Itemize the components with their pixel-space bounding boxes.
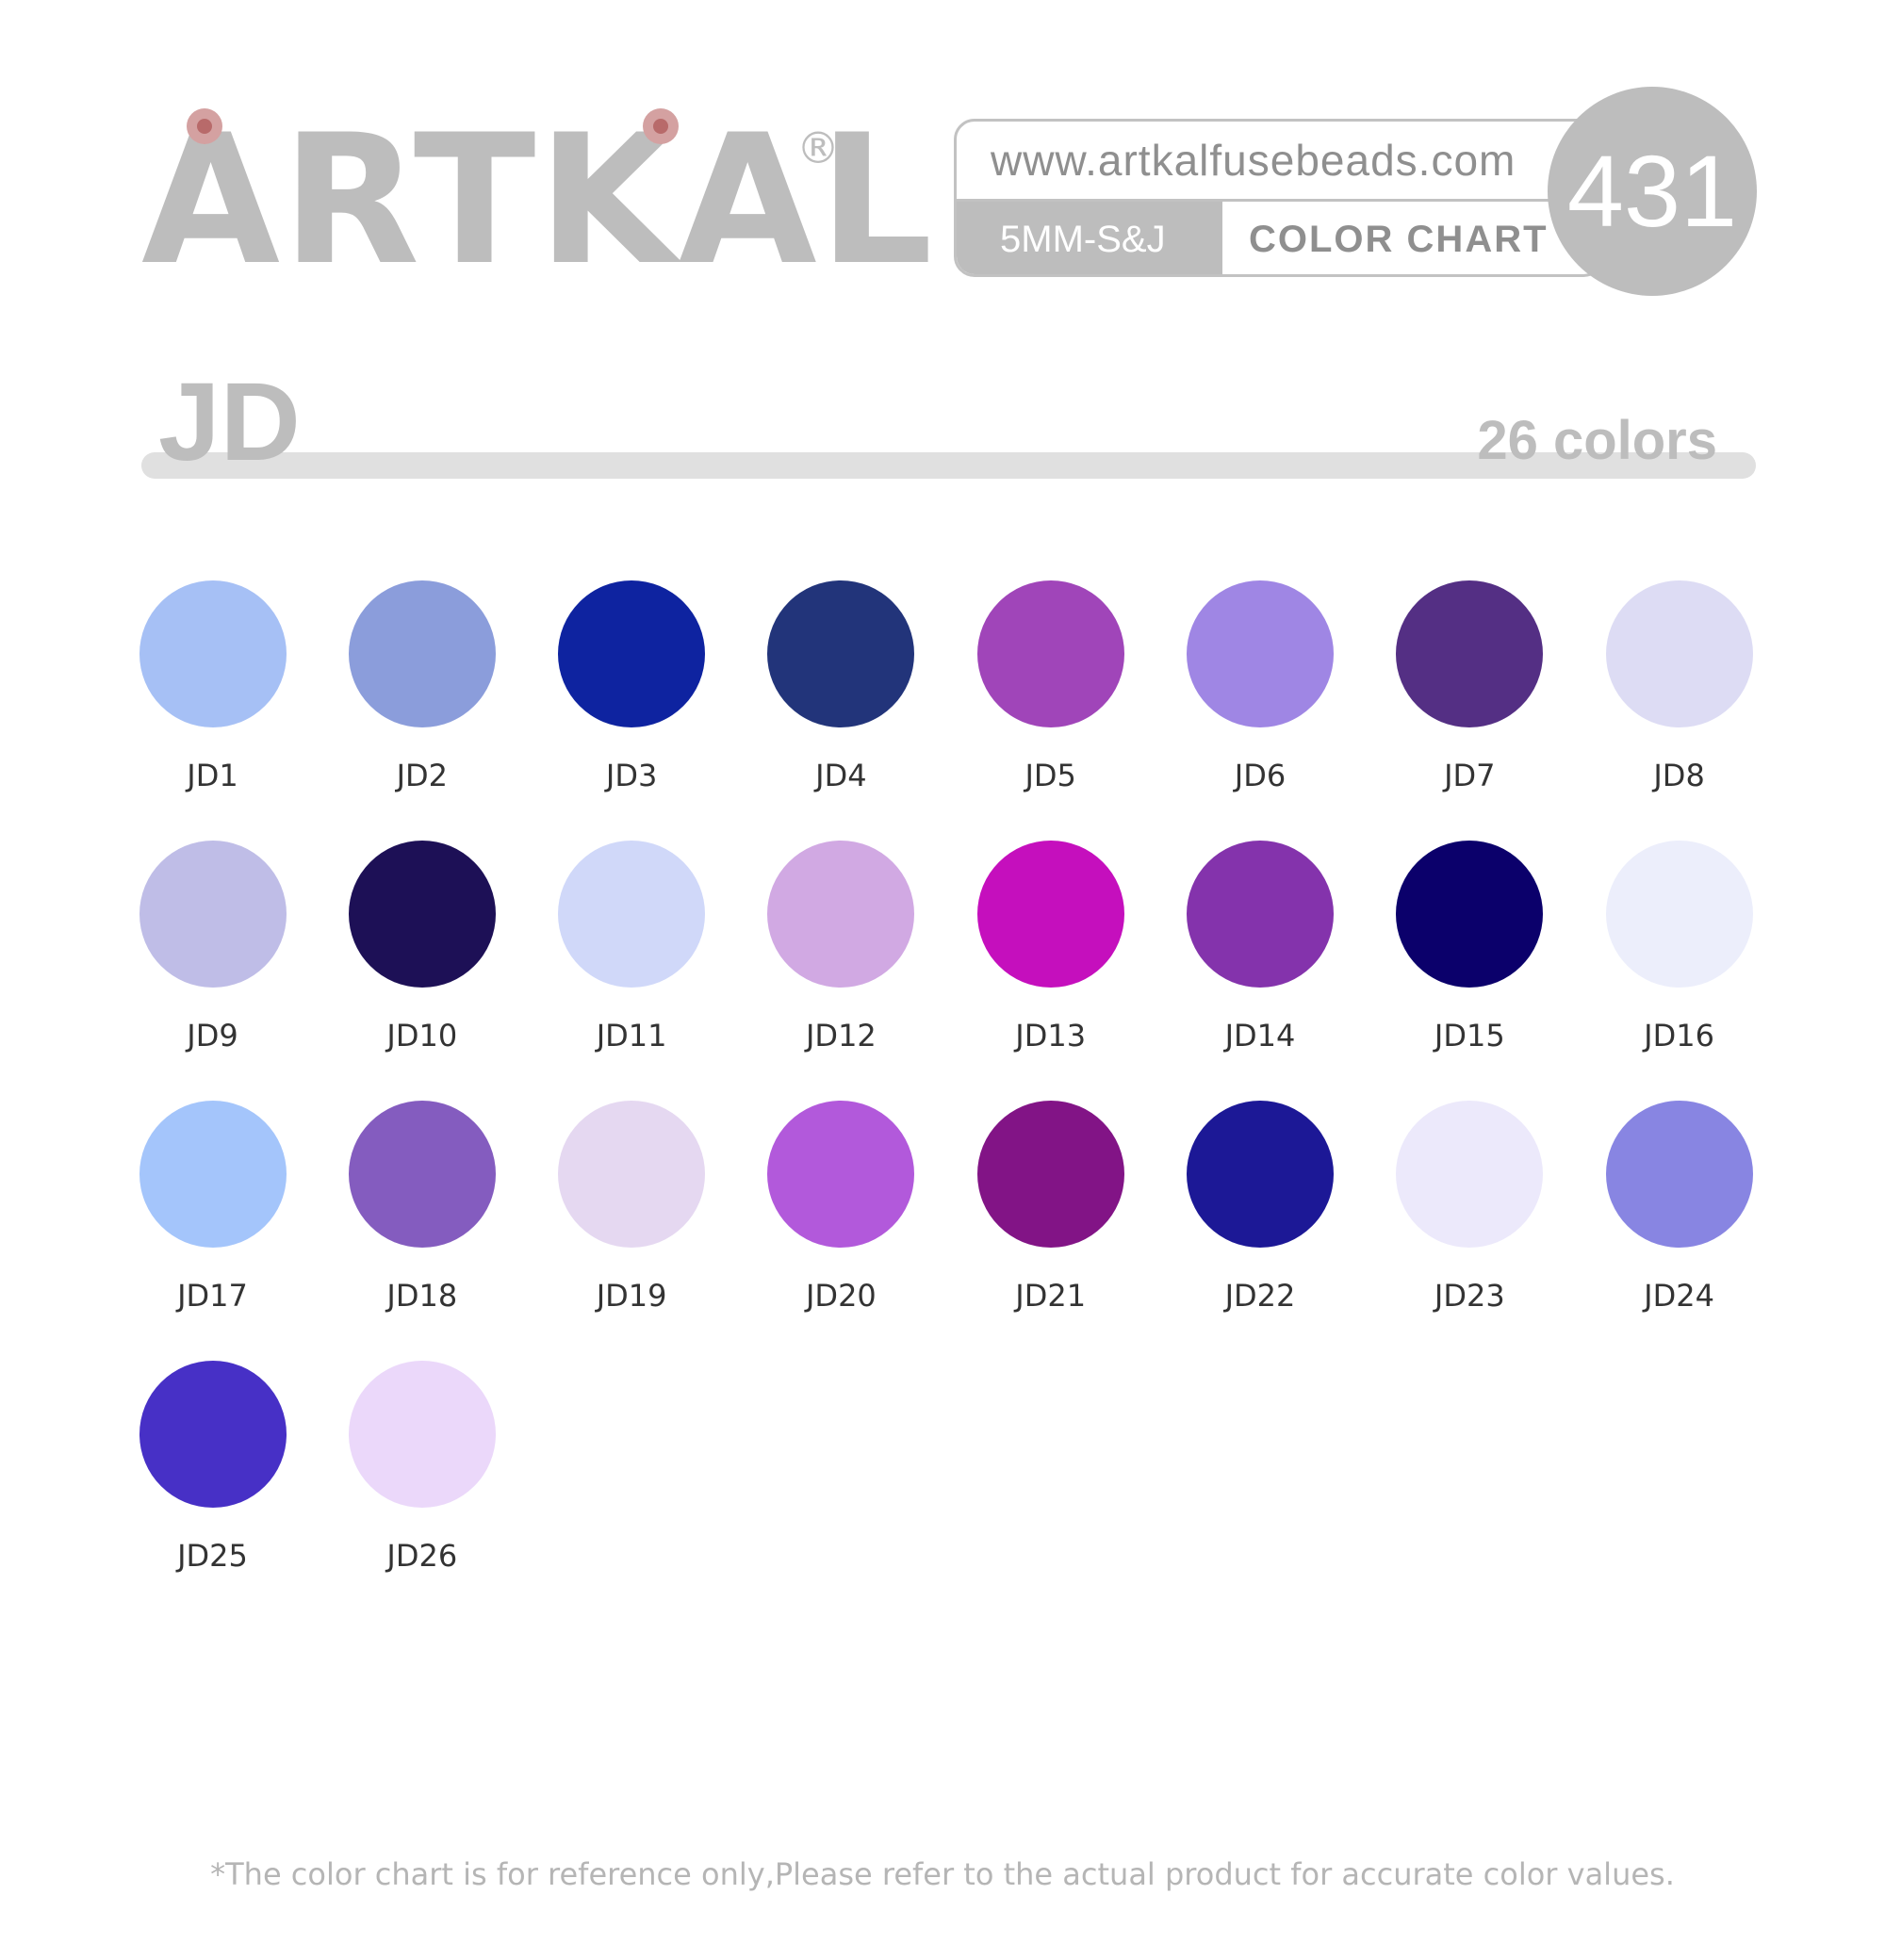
- color-swatch-circle: [767, 580, 915, 727]
- color-swatch: JD17: [139, 1101, 287, 1314]
- color-swatch: JD12: [767, 841, 915, 1054]
- color-swatch: JD11: [558, 841, 706, 1054]
- color-code-label: JD16: [1644, 1018, 1714, 1054]
- color-swatch-circle: [1396, 1101, 1544, 1248]
- color-code-label: JD25: [177, 1538, 248, 1574]
- color-code-label: JD15: [1434, 1018, 1505, 1054]
- color-swatch-circle: [1396, 841, 1544, 988]
- logo-dot-icon: [187, 108, 222, 144]
- color-swatch: JD26: [348, 1361, 496, 1574]
- color-swatch-circle: [348, 1361, 496, 1508]
- color-swatch-circle: [1605, 841, 1753, 988]
- registered-mark: ®: [796, 122, 840, 173]
- series-title: JD: [158, 360, 301, 484]
- series-color-count: 26 colors: [1477, 410, 1717, 471]
- color-swatch-circle: [1605, 580, 1753, 727]
- color-swatch: JD7: [1396, 580, 1544, 793]
- color-swatch-circle: [1605, 1101, 1753, 1248]
- logo-dot-icon: [643, 108, 679, 144]
- color-swatch: JD4: [767, 580, 915, 793]
- bead-size-label: 5MM-S&J: [957, 202, 1222, 274]
- color-code-label: JD4: [815, 758, 867, 793]
- color-swatch: JD6: [1186, 580, 1334, 793]
- color-code-label: JD24: [1644, 1278, 1714, 1314]
- color-swatch: JD3: [558, 580, 706, 793]
- color-swatch: JD25: [139, 1361, 287, 1574]
- color-swatch: JD14: [1186, 841, 1334, 1054]
- color-code-label: JD22: [1224, 1278, 1296, 1314]
- color-code-label: JD19: [596, 1278, 667, 1314]
- color-code-label: JD14: [1224, 1018, 1296, 1054]
- header-divider: [957, 199, 1601, 202]
- color-swatch: JD24: [1605, 1101, 1753, 1314]
- color-swatch-circle: [767, 1101, 915, 1248]
- color-swatch: JD23: [1396, 1101, 1544, 1314]
- color-swatch: JD1: [139, 580, 287, 793]
- color-swatch: JD13: [976, 841, 1124, 1054]
- color-swatch-circle: [558, 1101, 706, 1248]
- color-code-label: JD7: [1444, 758, 1496, 793]
- color-code-label: JD11: [596, 1018, 667, 1054]
- color-swatch-circle: [976, 580, 1124, 727]
- color-swatch-circle: [1396, 580, 1544, 727]
- color-swatch: JD2: [348, 580, 496, 793]
- color-code-label: JD13: [1015, 1018, 1087, 1054]
- color-code-label: JD3: [605, 758, 658, 793]
- color-code-label: JD8: [1653, 758, 1705, 793]
- total-color-count: 431: [1548, 87, 1757, 296]
- artkal-logo: ARTKAL ®: [141, 104, 933, 290]
- color-swatch: JD18: [348, 1101, 496, 1314]
- color-code-label: JD23: [1434, 1278, 1505, 1314]
- color-swatch-circle: [139, 841, 287, 988]
- color-swatch-circle: [139, 1101, 287, 1248]
- color-swatch: JD9: [139, 841, 287, 1054]
- color-swatch: JD22: [1186, 1101, 1334, 1314]
- color-swatch: JD15: [1396, 841, 1544, 1054]
- color-code-label: JD5: [1024, 758, 1076, 793]
- color-swatch-circle: [976, 841, 1124, 988]
- color-swatch-circle: [1186, 580, 1334, 727]
- header-info-box: www.artkalfusebeads.com 5MM-S&J COLOR CH…: [954, 119, 1604, 277]
- color-swatch: JD5: [976, 580, 1124, 793]
- website-url: www.artkalfusebeads.com: [991, 136, 1516, 185]
- color-code-label: JD10: [386, 1018, 458, 1054]
- color-code-label: JD17: [177, 1278, 248, 1314]
- disclaimer-text: *The color chart is for reference only,P…: [210, 1856, 1675, 1892]
- color-swatch-circle: [348, 841, 496, 988]
- color-swatch: JD8: [1605, 580, 1753, 793]
- color-swatch: JD20: [767, 1101, 915, 1314]
- color-swatch: JD21: [976, 1101, 1124, 1314]
- color-swatch-circle: [348, 580, 496, 727]
- color-code-label: JD1: [187, 758, 238, 793]
- color-chart-label: COLOR CHART: [1249, 219, 1549, 260]
- color-swatch-circle: [1186, 1101, 1334, 1248]
- color-swatch-circle: [139, 580, 287, 727]
- color-code-label: JD12: [805, 1018, 877, 1054]
- color-code-label: JD6: [1234, 758, 1287, 793]
- color-swatch-circle: [1186, 841, 1334, 988]
- color-swatch-circle: [348, 1101, 496, 1248]
- color-code-label: JD9: [187, 1018, 238, 1054]
- color-swatch-circle: [139, 1361, 287, 1508]
- color-code-label: JD26: [386, 1538, 458, 1574]
- color-code-label: JD18: [386, 1278, 458, 1314]
- color-code-label: JD21: [1015, 1278, 1087, 1314]
- color-swatch-circle: [767, 841, 915, 988]
- color-swatch-circle: [558, 580, 706, 727]
- color-swatch: JD19: [558, 1101, 706, 1314]
- color-swatch-circle: [976, 1101, 1124, 1248]
- series-underline-bar: [141, 452, 1756, 479]
- color-swatch: JD16: [1605, 841, 1753, 1054]
- color-swatch-circle: [558, 841, 706, 988]
- logo-wordmark: ARTKAL: [141, 96, 935, 304]
- color-code-label: JD20: [805, 1278, 877, 1314]
- color-swatch-grid: JD1 JD2 JD3 JD4 JD5 JD6 JD7 JD8 JD9 JD10 JD11 JD12 J…: [139, 580, 1760, 1574]
- color-swatch: JD10: [348, 841, 496, 1054]
- color-code-label: JD2: [396, 758, 449, 793]
